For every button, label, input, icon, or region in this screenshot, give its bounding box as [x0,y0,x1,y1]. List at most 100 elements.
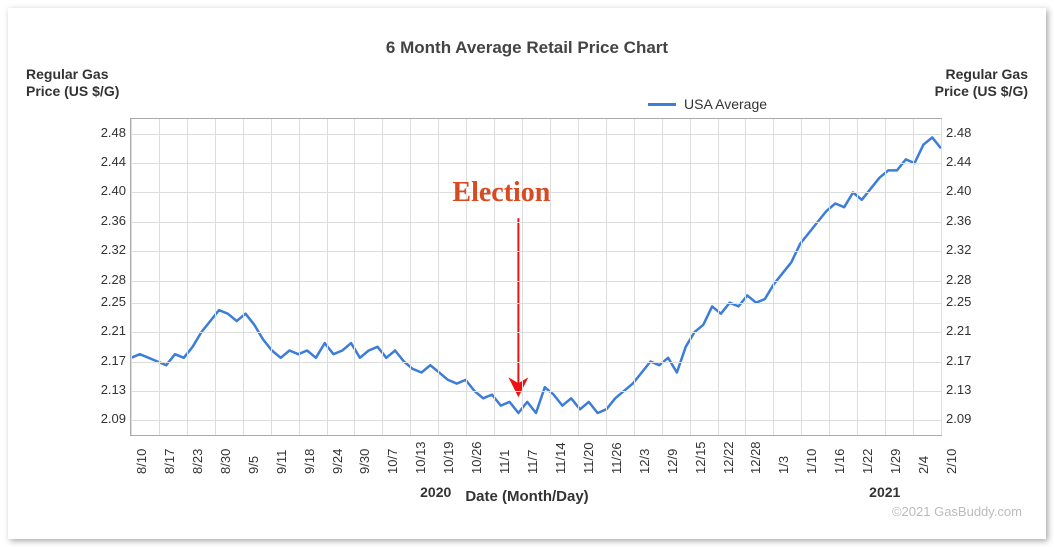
xtick-label: 8/30 [218,449,233,474]
ytick-label-left: 2.28 [86,272,126,287]
gridline-v [354,119,355,435]
gridline-h [131,134,941,135]
gridline-v [382,119,383,435]
gridline-v [522,119,523,435]
annotation-arrow [131,119,941,435]
gridline-v [494,119,495,435]
xtick-label: 12/9 [665,449,680,474]
xtick-label: 9/24 [330,449,345,474]
y-axis-label-left: Regular GasPrice (US $/G) [26,66,146,100]
gridline-v [634,119,635,435]
ytick-label-right: 2.28 [946,272,986,287]
gridline-v [438,119,439,435]
ytick-label-left: 2.44 [86,154,126,169]
xtick-label: 9/5 [246,456,261,474]
xtick-label: 1/16 [832,449,847,474]
gridline-v [773,119,774,435]
gridline-h [131,281,941,282]
ytick-label-right: 2.25 [946,294,986,309]
gridline-v [829,119,830,435]
gridline-h [131,391,941,392]
ytick-label-right: 2.48 [946,125,986,140]
gridline-v [271,119,272,435]
gridline-v [885,119,886,435]
gridline-v [913,119,914,435]
gridline-v [327,119,328,435]
xtick-label: 12/3 [637,449,652,474]
ytick-label-right: 2.21 [946,323,986,338]
xtick-label: 11/1 [497,450,512,474]
ytick-label-right: 2.44 [946,154,986,169]
gridline-v [690,119,691,435]
gridline-v [243,119,244,435]
attribution: ©2021 GasBuddy.com [892,504,1022,519]
xtick-label: 10/19 [441,441,456,474]
gridline-v [187,119,188,435]
gridline-v [466,119,467,435]
ytick-label-left: 2.25 [86,294,126,309]
year-label: 2020 [420,484,451,500]
gridline-v [550,119,551,435]
gridline-v [410,119,411,435]
xtick-label: 12/28 [748,441,763,474]
gridline-v [718,119,719,435]
xtick-label: 10/7 [385,449,400,474]
xtick-label: 1/3 [776,456,791,474]
xtick-label: 11/14 [553,442,568,474]
gridline-v [606,119,607,435]
xtick-label: 12/22 [721,441,736,474]
legend-swatch [648,103,676,106]
gridline-h [131,222,941,223]
gridline-v [857,119,858,435]
ytick-label-left: 2.40 [86,183,126,198]
xtick-label: 11/20 [581,442,596,474]
gridline-h [131,362,941,363]
gridline-h [131,163,941,164]
xtick-label: 2/4 [916,456,931,474]
legend: USA Average [648,96,767,112]
gridline-v [159,119,160,435]
gridline-h [131,303,941,304]
gridline-v [215,119,216,435]
xtick-label: 9/11 [274,450,289,474]
ytick-label-right: 2.40 [946,183,986,198]
gridline-v [662,119,663,435]
xtick-label: 11/7 [525,450,540,474]
xtick-label: 11/26 [609,442,624,474]
xtick-label: 12/15 [693,441,708,474]
annotation-text: Election [452,177,550,209]
xtick-label: 8/17 [162,449,177,474]
gridline-v [801,119,802,435]
year-label: 2021 [869,484,900,500]
chart-frame: 6 Month Average Retail Price Chart Regul… [8,8,1046,539]
gridline-v [745,119,746,435]
ytick-label-left: 2.13 [86,382,126,397]
ytick-label-left: 2.21 [86,323,126,338]
gridline-h [131,332,941,333]
chart-title: 6 Month Average Retail Price Chart [8,38,1046,58]
gridline-h [131,251,941,252]
ytick-label-right: 2.17 [946,353,986,368]
xtick-label: 1/10 [804,449,819,474]
ytick-label-right: 2.13 [946,382,986,397]
gridline-h [131,420,941,421]
gridline-v [941,119,942,435]
xtick-label: 1/29 [888,449,903,474]
plot-area [130,118,942,436]
xtick-label: 10/26 [469,441,484,474]
ytick-label-left: 2.48 [86,125,126,140]
xtick-label: 8/10 [134,449,149,474]
ytick-label-right: 2.32 [946,242,986,257]
xtick-label: 9/18 [302,449,317,474]
gridline-v [131,119,132,435]
xtick-label: 2/10 [944,449,959,474]
xtick-label: 8/23 [190,449,205,474]
legend-label: USA Average [684,96,767,112]
xtick-label: 1/22 [860,449,875,474]
ytick-label-left: 2.36 [86,213,126,228]
gridline-v [578,119,579,435]
ytick-label-right: 2.36 [946,213,986,228]
ytick-label-left: 2.32 [86,242,126,257]
ytick-label-left: 2.09 [86,411,126,426]
y-axis-label-right: Regular GasPrice (US $/G) [908,66,1028,100]
